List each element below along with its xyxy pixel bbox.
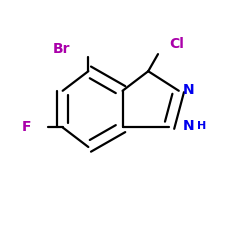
Text: F: F <box>21 120 31 134</box>
Text: N: N <box>183 119 194 133</box>
Text: Br: Br <box>53 42 70 56</box>
Text: H: H <box>198 121 206 131</box>
Text: Cl: Cl <box>169 37 184 51</box>
Text: N: N <box>183 82 194 96</box>
